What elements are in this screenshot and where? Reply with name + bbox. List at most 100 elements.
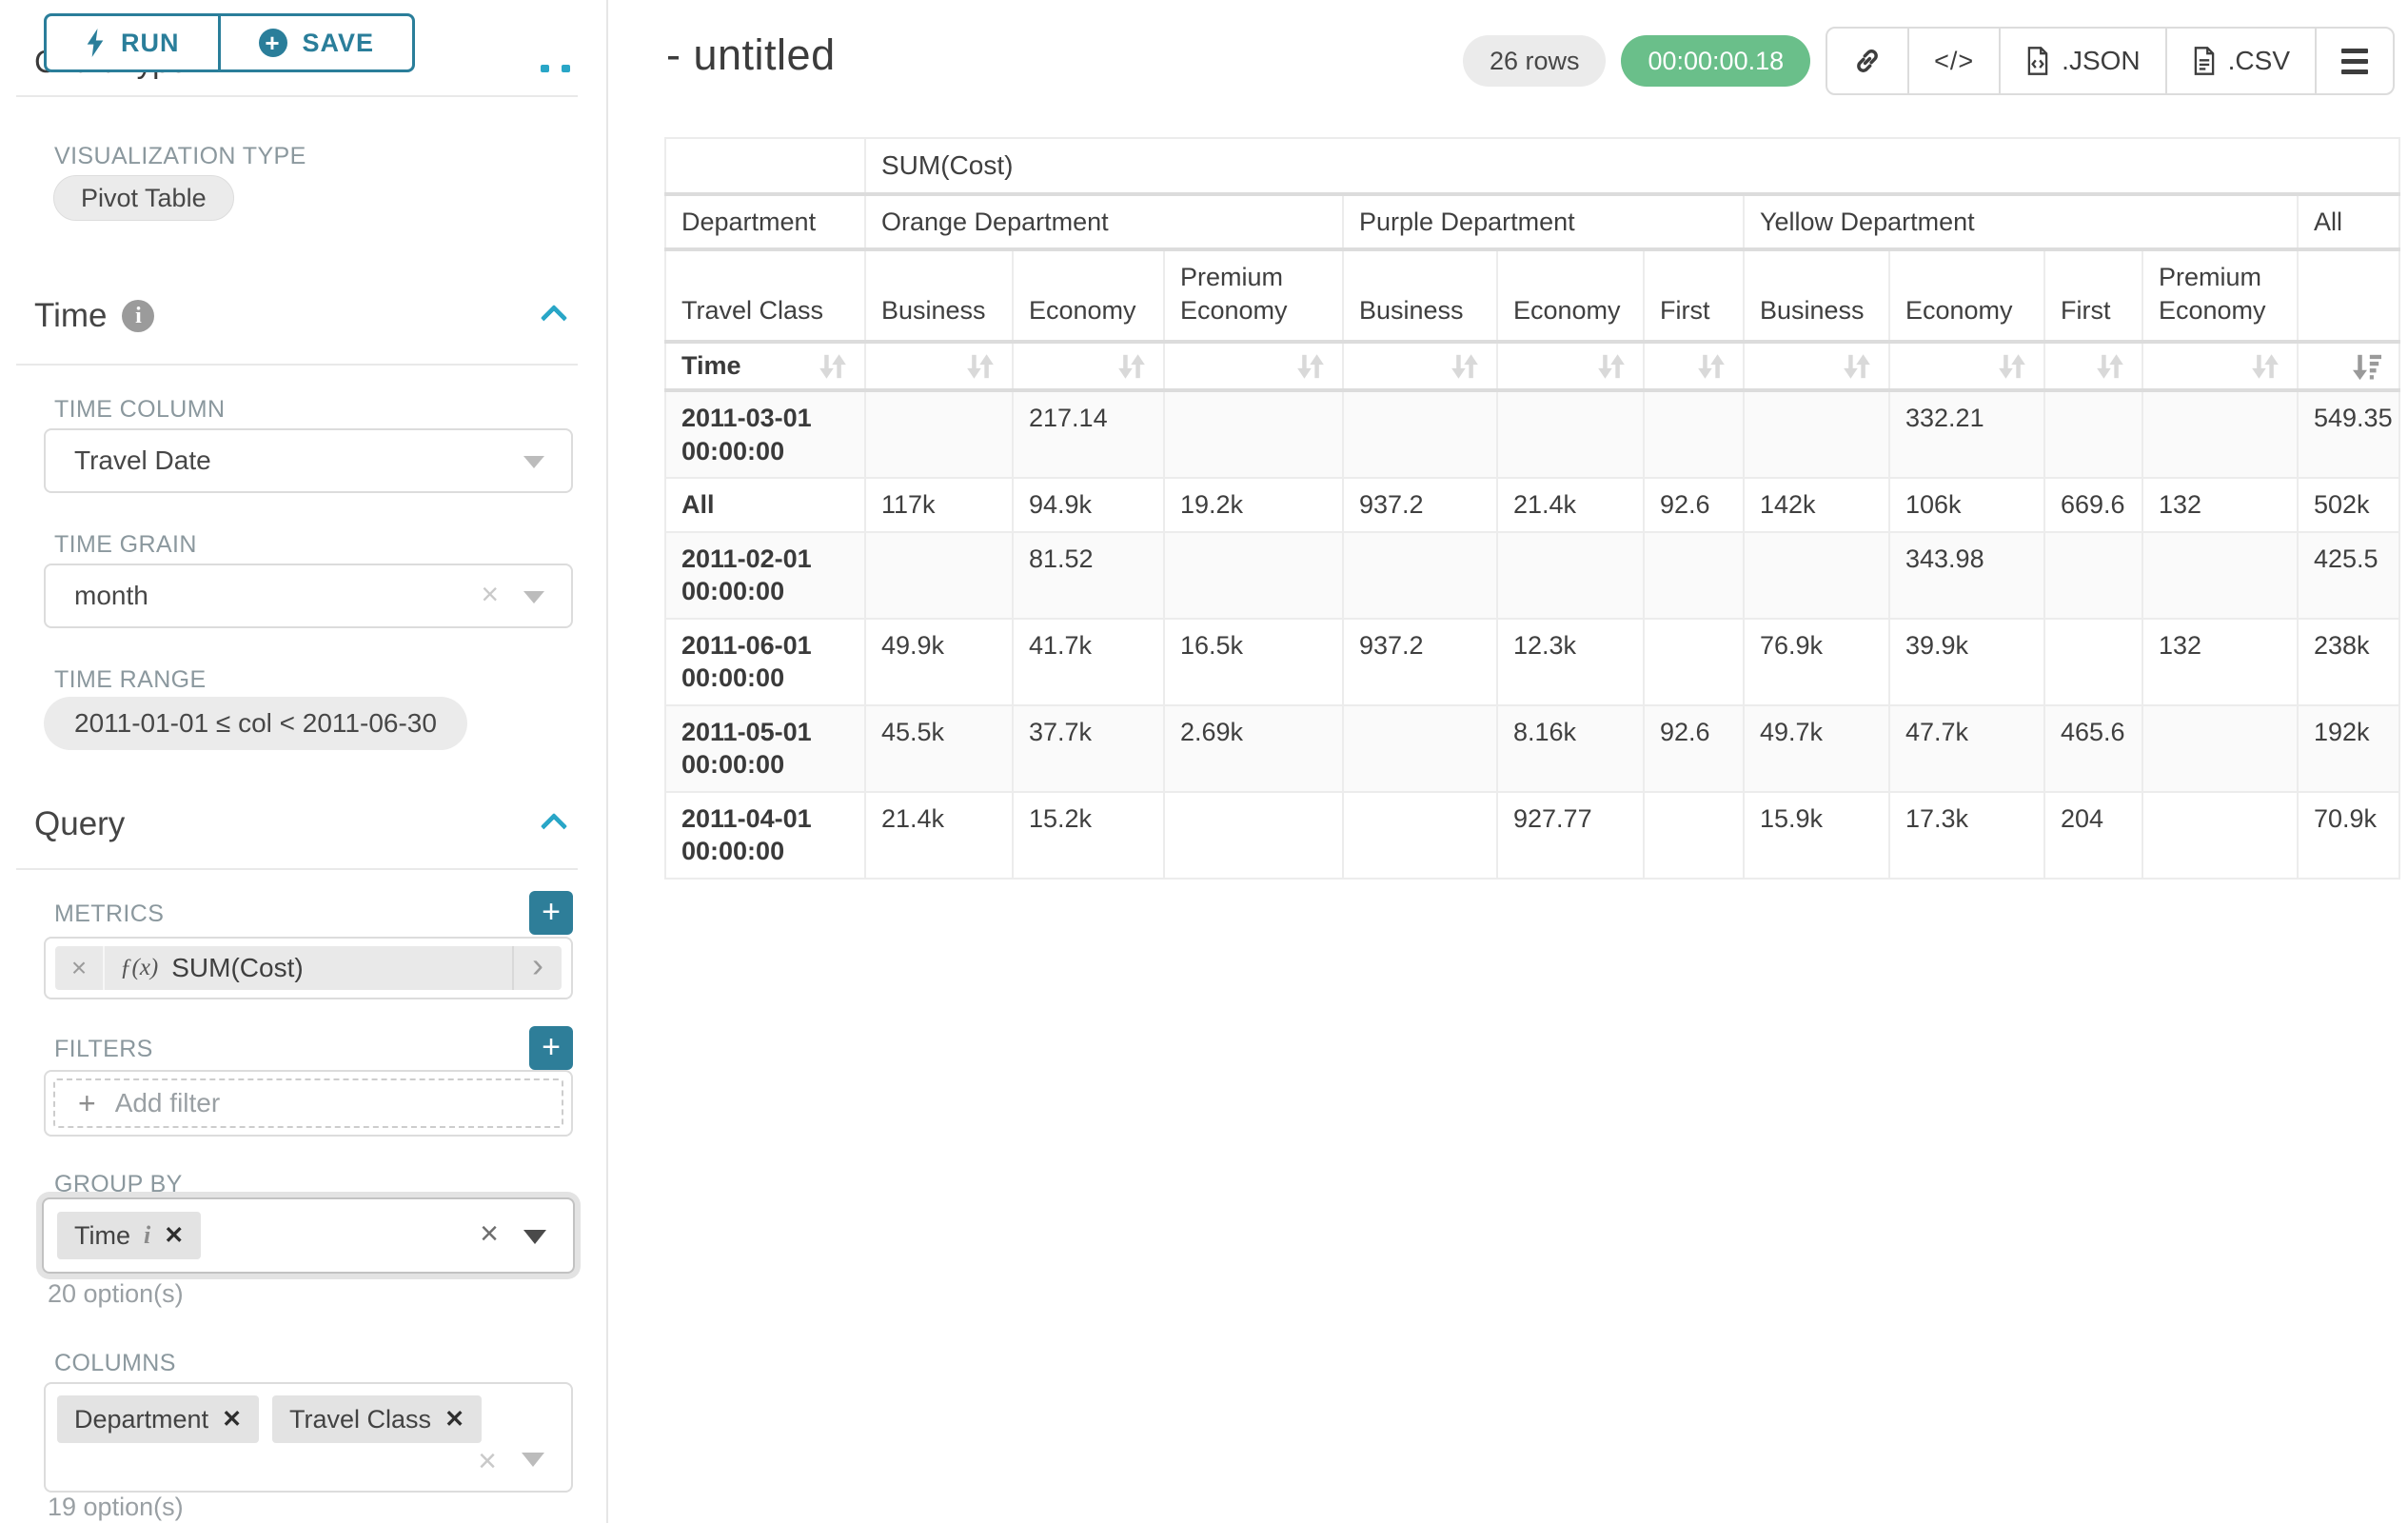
- time-section-heading: Time i: [34, 297, 154, 335]
- row-dimension-label: Time: [681, 349, 741, 383]
- export-button-group: </> .JSON .CSV: [1826, 27, 2395, 95]
- pivot-group-header: Orange Department: [865, 194, 1343, 250]
- run-button[interactable]: RUN: [44, 13, 221, 72]
- columns-options-hint: 19 option(s): [48, 1493, 184, 1522]
- metrics-control: × ƒ(x) SUM(Cost) ›: [44, 937, 573, 999]
- clear-icon[interactable]: ×: [480, 1216, 499, 1253]
- sort-toggle[interactable]: [1343, 342, 1497, 390]
- dimension-chip[interactable]: Timei✕: [57, 1212, 201, 1259]
- chip-remove-icon[interactable]: ✕: [444, 1405, 464, 1434]
- columns-select[interactable]: Department✕ Travel Class✕ ×: [44, 1382, 573, 1493]
- chevron-up-icon[interactable]: [541, 305, 567, 331]
- time-range-value[interactable]: 2011-01-01 ≤ col < 2011-06-30: [44, 697, 467, 750]
- section-divider: [16, 868, 578, 870]
- pivot-cell: 41.7k: [1013, 619, 1164, 705]
- explore-control-panel: Chart Type RUN + SAVE VISUALIZATION TYPE…: [0, 0, 617, 1523]
- visualization-type-value[interactable]: Pivot Table: [53, 175, 234, 221]
- chip-remove-icon[interactable]: ✕: [222, 1405, 242, 1434]
- sort-toggle[interactable]: [2142, 342, 2298, 390]
- pivot-cell: [1497, 532, 1644, 619]
- group-by-options-hint: 20 option(s): [48, 1279, 184, 1309]
- pivot-cell: 332.21: [1889, 390, 2044, 478]
- pivot-cell: [1164, 792, 1343, 879]
- query-timer-badge: 00:00:00.18: [1621, 35, 1810, 87]
- sort-desc-icon: [2351, 352, 2383, 381]
- time-grain-select[interactable]: month ×: [44, 564, 573, 628]
- pivot-group-header: Yellow Department: [1744, 194, 2298, 250]
- pivot-row-header: 2011-03-01 00:00:00: [665, 390, 865, 478]
- time-column-select[interactable]: Travel Date: [44, 428, 573, 493]
- save-button[interactable]: + SAVE: [218, 13, 416, 72]
- add-filter-button[interactable]: + Add filter: [53, 1078, 563, 1128]
- pane-resize-handle[interactable]: [541, 65, 570, 72]
- pivot-corner-cell: [665, 138, 865, 194]
- menu-button[interactable]: [2315, 29, 2393, 93]
- sort-toggle[interactable]: [1164, 342, 1343, 390]
- sort-toggle[interactable]: [1497, 342, 1644, 390]
- metric-value: SUM(Cost): [171, 953, 303, 983]
- chevron-right-icon[interactable]: ›: [512, 946, 562, 990]
- pivot-sub-header: First: [2044, 249, 2142, 342]
- pivot-sub-header: [2298, 249, 2399, 342]
- export-json-button[interactable]: .JSON: [1999, 29, 2164, 93]
- sort-toggle[interactable]: [1889, 342, 2044, 390]
- visualization-type-label: VISUALIZATION TYPE: [54, 143, 306, 170]
- pivot-cell: 132: [2142, 619, 2298, 705]
- pivot-metric-header: SUM(Cost): [865, 138, 2399, 194]
- group-by-select[interactable]: Timei✕ ×: [42, 1197, 575, 1274]
- panel-divider[interactable]: [606, 0, 608, 1523]
- pivot-cell: 669.6: [2044, 478, 2142, 532]
- metrics-label: METRICS: [54, 900, 164, 928]
- pivot-cell: 17.3k: [1889, 792, 2044, 879]
- view-query-button[interactable]: </>: [1907, 29, 1999, 93]
- pivot-col-dimension: Department: [665, 194, 865, 250]
- sort-icon: [1996, 352, 2028, 381]
- section-divider: [16, 95, 578, 97]
- sort-toggle[interactable]: [1013, 342, 1164, 390]
- save-label: SAVE: [303, 29, 375, 58]
- dimension-chip[interactable]: Travel Class✕: [272, 1395, 482, 1443]
- pivot-cell: 204: [2044, 792, 2142, 879]
- pivot-group-header: Purple Department: [1343, 194, 1744, 250]
- pivot-row-dimension[interactable]: Time: [665, 342, 865, 390]
- columns-label: COLUMNS: [54, 1350, 176, 1377]
- remove-metric-icon[interactable]: ×: [55, 946, 105, 990]
- clear-icon[interactable]: ×: [478, 1443, 497, 1480]
- add-filter-plus-button[interactable]: +: [529, 1026, 573, 1070]
- sort-toggle[interactable]: [1644, 342, 1744, 390]
- share-link-button[interactable]: [1827, 29, 1907, 93]
- sort-toggle[interactable]: [2044, 342, 2142, 390]
- pivot-table-container: SUM(Cost)DepartmentOrange DepartmentPurp…: [664, 137, 2400, 880]
- pivot-cell: [1164, 532, 1343, 619]
- pivot-row-header: All: [665, 478, 865, 532]
- pivot-cell: 76.9k: [1744, 619, 1889, 705]
- pivot-group-header: All: [2298, 194, 2399, 250]
- chip-remove-icon[interactable]: ✕: [164, 1221, 184, 1250]
- dimension-chip[interactable]: Department✕: [57, 1395, 259, 1443]
- sort-toggle[interactable]: [865, 342, 1013, 390]
- pivot-cell: [2044, 390, 2142, 478]
- metric-chip[interactable]: × ƒ(x) SUM(Cost) ›: [55, 946, 562, 990]
- sort-toggle[interactable]: [1744, 342, 1889, 390]
- chart-header-controls: 26 rows 00:00:00.18 </> .JSON: [1463, 27, 2395, 95]
- time-range-label: TIME RANGE: [54, 666, 207, 694]
- sort-toggle[interactable]: [2298, 342, 2399, 390]
- clear-icon[interactable]: ×: [481, 577, 499, 612]
- chart-title[interactable]: - untitled: [666, 30, 836, 80]
- pivot-cell: [1164, 390, 1343, 478]
- pivot-row-header: 2011-05-01 00:00:00: [665, 705, 865, 792]
- pivot-cell: [2142, 532, 2298, 619]
- pivot-cell: 49.7k: [1744, 705, 1889, 792]
- chevron-down-icon: [522, 1453, 544, 1467]
- pivot-cell: 132: [2142, 478, 2298, 532]
- pivot-cell: 937.2: [1343, 619, 1497, 705]
- pivot-cell: 465.6: [2044, 705, 2142, 792]
- export-csv-button[interactable]: .CSV: [2165, 29, 2315, 93]
- file-text-icon: [2192, 46, 2217, 76]
- pivot-sub-header: Economy: [1889, 249, 2044, 342]
- run-label: RUN: [121, 29, 180, 58]
- filters-control: + Add filter: [44, 1070, 573, 1137]
- chevron-up-icon[interactable]: [541, 813, 567, 840]
- add-metric-button[interactable]: +: [529, 891, 573, 935]
- query-section-heading: Query: [34, 805, 125, 843]
